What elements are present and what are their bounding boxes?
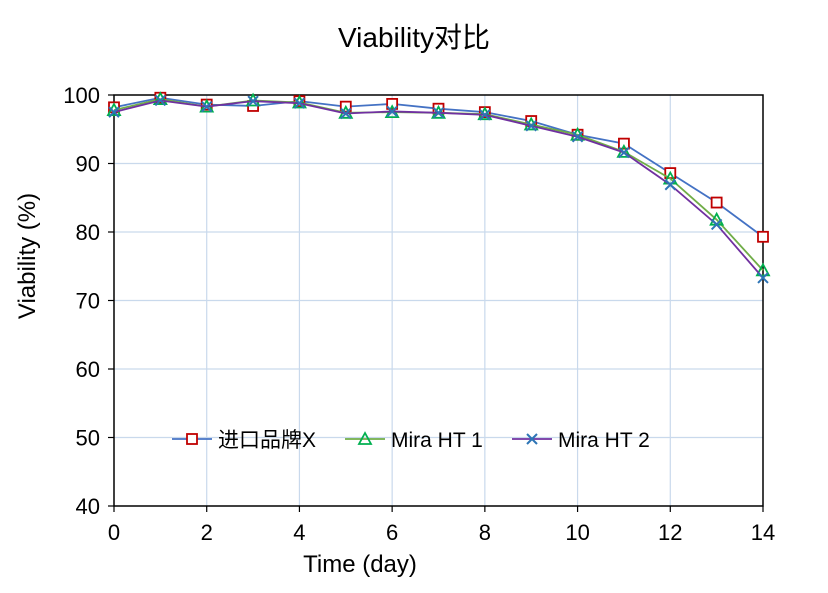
data-point-square: [186, 433, 198, 445]
x-tick-label: 10: [565, 520, 589, 545]
y-tick-label: 40: [76, 494, 100, 519]
x-tick-label: 12: [658, 520, 682, 545]
x-axis-title: Time (day): [303, 551, 417, 578]
y-tick-label: 90: [76, 152, 100, 177]
chart-title: Viability对比: [338, 22, 490, 53]
legend-label: Mira HT 2: [558, 429, 650, 452]
data-point-x: [293, 97, 306, 109]
y-tick-label: 100: [63, 83, 100, 108]
x-tick-label: 4: [293, 520, 305, 545]
x-tick-label: 0: [108, 520, 120, 545]
legend-label: Mira HT 1: [391, 429, 483, 452]
data-point-x: [525, 120, 537, 132]
data-point-triangle: [357, 431, 373, 445]
data-point-x: [710, 218, 723, 231]
data-point-x: [386, 105, 398, 118]
legend: 进口品牌X Mira HT 1 Mira HT 2: [172, 429, 650, 452]
y-tick-label: 60: [76, 357, 100, 382]
legend-entry-1: Mira HT 1: [345, 429, 483, 452]
x-tick-label: 14: [751, 520, 775, 545]
x-tick-label: 8: [479, 520, 491, 545]
axis-ticks: 0 2 4 6 8 10 12 14 40 50 60 70 80 90 100: [63, 83, 775, 545]
data-point-x: [432, 107, 445, 119]
data-point-x: [201, 100, 213, 113]
data-point-x: [108, 106, 120, 118]
series-0: [108, 91, 769, 243]
y-tick-label: 80: [76, 220, 100, 245]
data-point-x: [526, 433, 538, 445]
x-tick-label: 2: [201, 520, 213, 545]
data-point-triangle: [755, 262, 771, 277]
legend-entry-2: Mira HT 2: [512, 429, 650, 452]
legend-entry-0: 进口品牌X: [172, 429, 316, 452]
data-point-square: [757, 230, 769, 243]
data-point-triangle: [477, 106, 493, 121]
data-point-x: [247, 95, 259, 107]
grid-lines: [114, 95, 763, 506]
y-axis-title: Viability (%): [14, 193, 41, 319]
data-point-square: [710, 196, 723, 209]
data-point-x: [571, 131, 584, 143]
data-point-x: [618, 146, 630, 159]
data-point-x: [664, 179, 676, 191]
data-point-x: [479, 109, 491, 121]
x-tick-label: 6: [386, 520, 398, 545]
data-point-square: [618, 137, 630, 150]
series-layer: [106, 91, 771, 284]
legend-label: 进口品牌X: [218, 429, 316, 452]
data-point-triangle: [245, 92, 261, 107]
data-point-square: [386, 98, 399, 110]
y-tick-label: 50: [76, 426, 100, 451]
data-point-x: [757, 272, 769, 284]
data-point-triangle: [291, 94, 307, 109]
data-point-x: [340, 107, 352, 120]
data-point-x: [154, 94, 167, 107]
series-2: [108, 94, 769, 284]
y-tick-label: 70: [76, 289, 100, 314]
series-line: [113, 98, 764, 271]
